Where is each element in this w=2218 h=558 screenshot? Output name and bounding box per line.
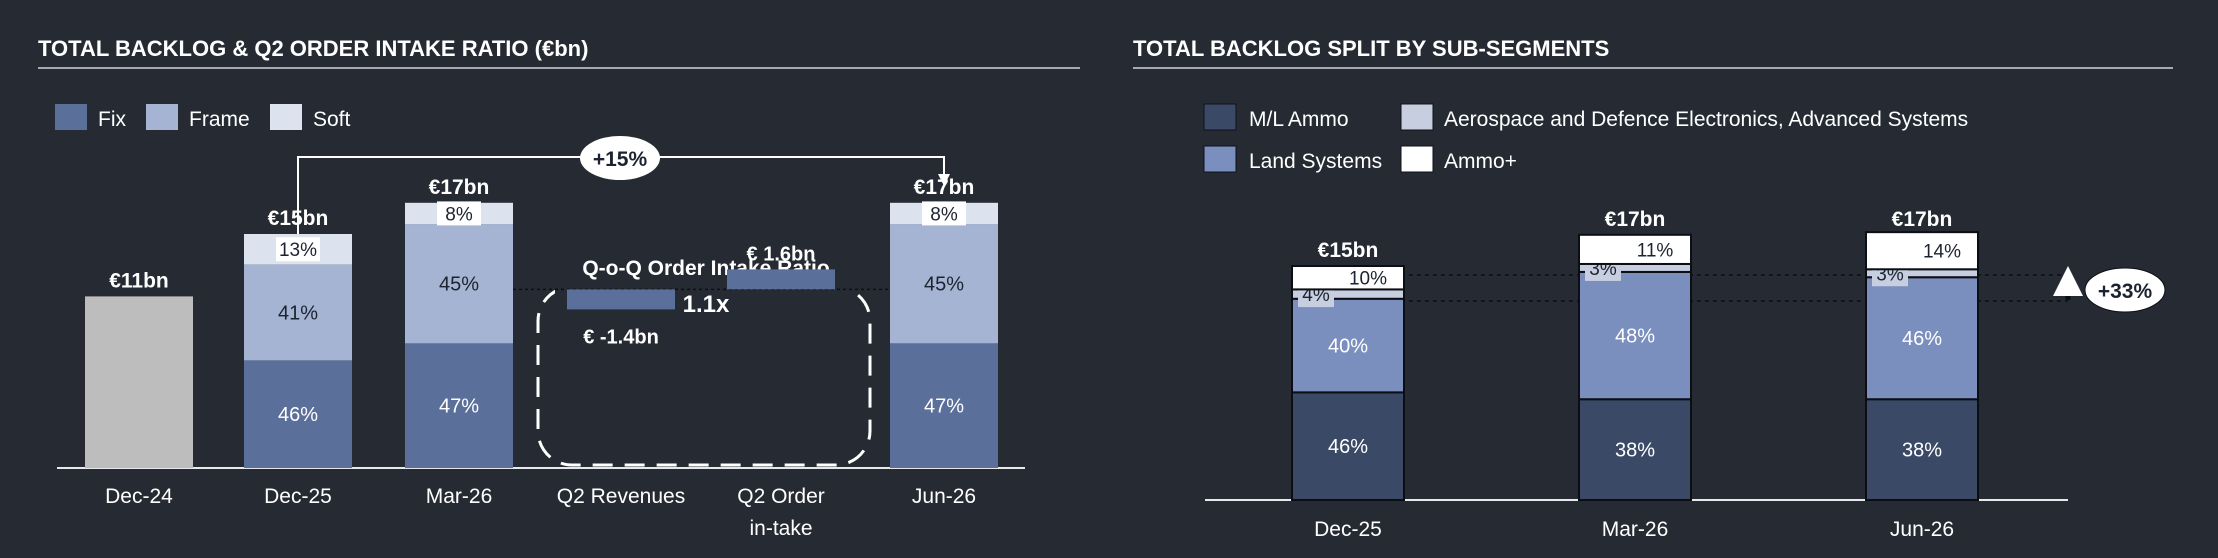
legend-swatch-frame [146,104,178,130]
x-tick-dec-24: Dec-24 [105,485,173,508]
total-label-dec-24: €11bn [109,269,169,292]
x-tick-q2-order-in-take-line2: in-take [749,517,812,540]
segment-label-dec-25-land_systems: 40% [1328,336,1368,358]
left-legend: Fix Frame Soft [55,104,351,131]
x-tick-q2-order-in-take: Q2 Order [737,485,825,508]
segment-label-jun-26-fix: 47% [924,396,964,418]
legend-swatch-soft [270,104,302,130]
bar-segment-dec-25-land_systems [1291,297,1405,394]
waterfall-bar-q2-revenues [567,289,675,310]
x-tick-q2-revenues: Q2 Revenues [557,485,685,508]
segment-label-mar-26-land_systems: 48% [1615,326,1655,348]
right-chart-marks: 46%40%4%10%€15bnDec-2538%48%3%11%€17bnMa… [1291,208,1979,541]
legend-label-land-systems: Land Systems [1249,150,1382,173]
bar-segment-dec-25-ml_ammo [1291,391,1405,501]
segment-label-mar-26-ml_ammo: 38% [1615,440,1655,462]
segment-label-jun-26-soft: 8% [930,204,958,225]
ratio-box-value: 1.1x [683,291,730,318]
legend-label-fix: Fix [98,108,126,131]
segment-label-mar-26-ammo_plus: 11% [1637,240,1674,261]
growth-callout-badge [2084,267,2166,313]
bar-segment-jun-26-ml_ammo [1865,398,1979,501]
bar-segment-jun-26-fix [890,343,998,468]
total-label-jun-26: €17bn [914,176,975,199]
legend-swatch-aerospace [1400,103,1434,131]
waterfall-label-q2-revenues: € -1.4bn [583,326,659,348]
segment-label-bg-mar-26-soft [437,201,481,226]
segment-label-dec-25-ml_ammo: 46% [1328,436,1368,458]
growth-arrow: +15% [297,136,950,252]
bar-segment-jun-26-land_systems [1865,276,1979,401]
right-chart: TOTAL BACKLOG SPLIT BY SUB-SEGMENTS M/L … [1133,36,2173,541]
legend-swatch-fix [55,104,87,130]
legend-label-ml-ammo: M/L Ammo [1249,108,1349,131]
total-label-dec-25: €15bn [1318,239,1379,262]
bar-segment-mar-26-frame [405,224,513,344]
total-label-dec-25: €15bn [268,207,329,230]
left-chart: TOTAL BACKLOG & Q2 ORDER INTAKE RATIO (€… [38,36,1080,540]
bar-segment-mar-26-land_systems [1578,270,1692,401]
segment-label-jun-26-ml_ammo: 38% [1902,440,1942,462]
segment-label-mar-26-frame: 45% [439,274,479,296]
segment-label-jun-26-frame: 45% [924,274,964,296]
bar-segment-jun-26-ammo_plus [1865,231,1979,271]
bar-segment-mar-26-ml_ammo [1578,398,1692,501]
segment-label-dec-25-fix: 46% [278,404,318,426]
segment-label-jun-26-land_systems: 46% [1902,328,1942,350]
bar-segment-jun-26-frame [890,224,998,344]
segment-label-dec-25-soft: 13% [279,240,317,261]
legend-label-ammo-plus: Ammo+ [1444,150,1517,173]
waterfall-label-q2-order-intake: € 1.6bn [747,243,816,265]
growth-arrow-badge [580,136,660,180]
growth-callout: +33% [1297,266,2166,313]
total-label-jun-26: €17bn [1892,208,1953,231]
bar-segment-dec-24-gray [85,296,193,468]
x-tick-dec-25: Dec-25 [1314,518,1382,541]
segment-label-dec-25-ammo_plus: 10% [1349,269,1387,290]
left-chart-title: TOTAL BACKLOG & Q2 ORDER INTAKE RATIO (€… [38,36,588,61]
left-chart-marks: €11bn Dec-24 46% 41% 13% €15bn Dec-25 47% 45% 8% €… [85,176,998,540]
legend-swatch-ammo-plus [1400,145,1434,173]
legend-label-frame: Frame [189,108,250,131]
bar-segment-dec-25-fix [244,360,352,468]
right-legend: M/L Ammo Aerospace and Defence Electroni… [1203,103,1968,173]
right-chart-title: TOTAL BACKLOG SPLIT BY SUB-SEGMENTS [1133,36,1609,61]
segment-label-mar-26-fix: 47% [439,396,479,418]
bar-segment-dec-25-frame [244,264,352,361]
x-tick-dec-25: Dec-25 [264,485,332,508]
x-tick-mar-26: Mar-26 [426,485,493,508]
bar-segment-mar-26-ammo_plus [1578,233,1692,265]
x-tick-jun-26: Jun-26 [912,485,976,508]
total-label-mar-26: €17bn [429,176,490,199]
growth-callout-label: +33% [2098,280,2153,303]
legend-swatch-ml-ammo [1203,103,1237,131]
x-tick-jun-26: Jun-26 [1890,518,1954,541]
waterfall-bar-q2-order-intake [727,269,835,290]
legend-label-soft: Soft [313,108,351,131]
legend-label-aerospace: Aerospace and Defence Electronics, Advan… [1444,108,1968,131]
segment-label-mar-26-soft: 8% [445,204,473,225]
segment-label-dec-25-frame: 41% [278,302,318,324]
segment-label-bg-jun-26-soft [922,201,966,226]
segment-label-jun-26-ammo_plus: 14% [1923,242,1961,263]
x-tick-mar-26: Mar-26 [1602,518,1669,541]
growth-arrow-label: +15% [593,148,648,171]
bar-segment-dec-25-ammo_plus [1291,265,1405,291]
total-label-mar-26: €17bn [1605,208,1666,231]
segment-label-bg-dec-25-soft [276,237,320,262]
legend-swatch-land-systems [1203,145,1237,173]
bar-segment-mar-26-fix [405,343,513,468]
